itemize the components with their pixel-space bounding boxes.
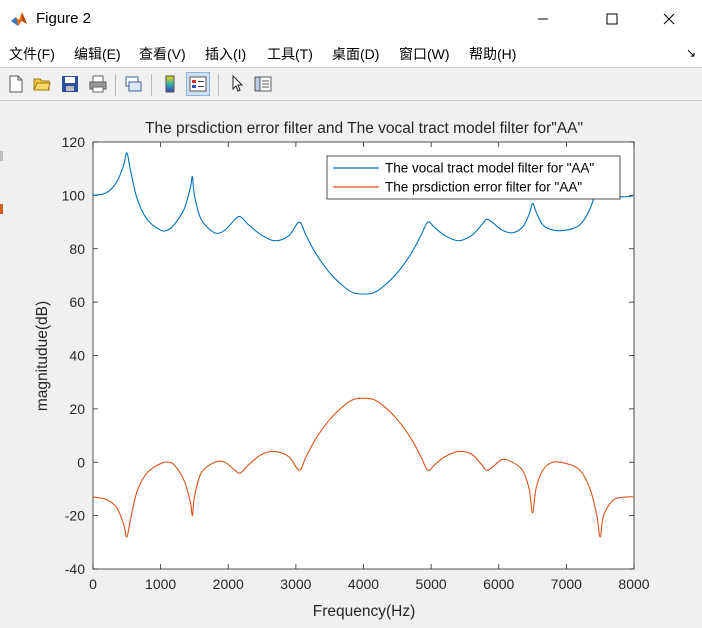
matlab-logo-icon	[11, 12, 27, 26]
y-axis-label: magnitudue(dB)	[34, 301, 51, 411]
x-tick-label: 0	[89, 576, 97, 592]
x-tick-label: 7000	[551, 576, 582, 592]
minimize-button[interactable]	[520, 0, 566, 38]
legend-button[interactable]	[186, 72, 210, 96]
menu-file[interactable]: 文件(F)	[9, 46, 55, 62]
window-title: Figure 2	[36, 10, 92, 27]
close-button[interactable]	[646, 0, 692, 38]
y-tick-label: 0	[77, 454, 85, 470]
line-chart[interactable]: The prsdiction error filter and The voca…	[0, 101, 702, 628]
colorbar-icon	[165, 75, 175, 93]
menu-desktop[interactable]: 桌面(D)	[332, 46, 380, 62]
y-tick-label: 80	[69, 241, 85, 257]
link-plot-button[interactable]	[121, 72, 145, 96]
print-icon	[89, 75, 107, 93]
series-line-1	[92, 152, 635, 295]
title-bar: Figure 2	[0, 0, 702, 38]
legend-label-series1: The vocal tract model filter for "AA"	[385, 161, 594, 176]
print-button[interactable]	[86, 72, 110, 96]
menu-view[interactable]: 查看(V)	[139, 46, 186, 62]
pointer-button[interactable]	[225, 72, 249, 96]
colorbar-button[interactable]	[158, 72, 182, 96]
toolbar-separator	[218, 74, 219, 96]
legend-icon	[189, 76, 207, 92]
series-line-2	[92, 397, 635, 538]
menu-overflow-icon[interactable]: ↘	[685, 46, 696, 60]
maximize-button[interactable]	[589, 0, 635, 38]
y-tick-label: 60	[69, 294, 85, 310]
new-figure-icon	[9, 75, 23, 93]
menu-edit[interactable]: 编辑(E)	[74, 46, 121, 62]
link-plot-icon	[125, 76, 142, 92]
legend-label-series2: The prsdiction error filter for "AA"	[385, 180, 582, 195]
x-tick-label: 8000	[618, 576, 649, 592]
series-lines	[92, 152, 635, 538]
maximize-icon	[606, 13, 618, 25]
axes: 0 1000 2000 3000 4000 5000 6000 7000 8000 -40 -20 0…	[62, 134, 650, 592]
x-tick-label: 4000	[348, 576, 379, 592]
save-icon	[62, 76, 78, 92]
property-editor-icon	[254, 76, 272, 92]
menu-bar: 文件(F) 编辑(E) 查看(V) 插入(I) 工具(T) 桌面(D) 窗口(W…	[0, 39, 702, 67]
menu-help[interactable]: 帮助(H)	[469, 46, 517, 62]
menu-tools[interactable]: 工具(T)	[267, 46, 313, 62]
x-tick-label: 2000	[213, 576, 244, 592]
y-tick-label: 40	[69, 348, 85, 364]
chart-title: The prsdiction error filter and The voca…	[145, 120, 583, 137]
y-tick-label: 120	[62, 134, 86, 150]
plot-area	[92, 141, 635, 570]
edge-mark	[0, 204, 3, 214]
open-file-button[interactable]	[30, 72, 54, 96]
minimize-icon	[538, 18, 548, 20]
close-icon	[663, 13, 675, 25]
x-tick-label: 6000	[483, 576, 514, 592]
menu-window[interactable]: 窗口(W)	[399, 46, 450, 62]
save-button[interactable]	[58, 72, 82, 96]
menu-insert[interactable]: 插入(I)	[205, 46, 247, 62]
y-tick-label: 100	[62, 187, 86, 203]
toolbar-separator	[151, 74, 152, 96]
x-tick-label: 3000	[280, 576, 311, 592]
x-tick-label: 5000	[416, 576, 447, 592]
y-tick-label: -40	[65, 561, 85, 577]
figure-canvas: The prsdiction error filter and The voca…	[0, 101, 702, 628]
x-tick-label: 1000	[145, 576, 176, 592]
y-tick-label: -20	[65, 508, 85, 524]
legend[interactable]: The vocal tract model filter for "AA" Th…	[326, 155, 621, 200]
toolbar	[0, 67, 702, 101]
open-file-icon	[33, 78, 51, 91]
pointer-icon	[232, 75, 244, 92]
new-figure-button[interactable]	[4, 72, 28, 96]
y-tick-label: 20	[69, 401, 85, 417]
edge-mark	[0, 151, 3, 161]
property-editor-button[interactable]	[251, 72, 275, 96]
x-axis-label: Frequency(Hz)	[313, 603, 416, 620]
toolbar-separator	[115, 74, 116, 96]
legend-box	[326, 155, 621, 200]
